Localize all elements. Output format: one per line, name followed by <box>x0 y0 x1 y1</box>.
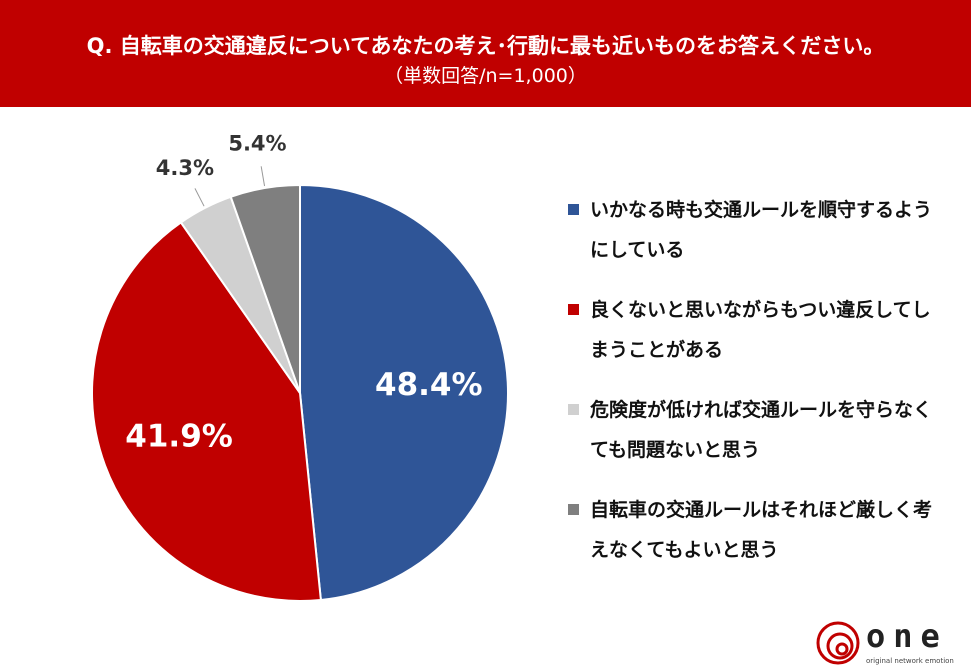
legend-label: 良くないと思いながらもつい違反してしまうことがある <box>590 299 931 361</box>
legend-label: 自転車の交通ルールはそれほど厳しく考えなくてもよいと思う <box>590 499 933 561</box>
header: Q. 自転車の交通違反についてあなたの考え･行動に最も近いものをお答えください。… <box>0 0 971 107</box>
value-label: 5.4% <box>228 132 286 156</box>
logo-tagline: original network emotion <box>866 657 954 665</box>
legend-swatch <box>568 204 579 215</box>
leader-line <box>194 188 205 207</box>
logo-name: one <box>866 617 948 655</box>
legend-swatch <box>568 304 579 315</box>
legend-swatch <box>568 404 579 415</box>
legend-entry: 良くないと思いながらもつい違反してしまうことがある <box>568 290 935 390</box>
pie-slice <box>299 183 509 602</box>
value-label: 48.4% <box>375 367 483 403</box>
pie-slice <box>91 221 322 602</box>
legend-label: 危険度が低ければ交通ルールを守らなくても問題ないと思う <box>590 399 933 461</box>
chart-title: Q. 自転車の交通違反についてあなたの考え･行動に最も近いものをお答えください。 <box>86 34 885 58</box>
legend-entry: 危険度が低ければ交通ルールを守らなくても問題ないと思う <box>568 390 935 490</box>
legend-label: いかなる時も交通ルールを順守するようにしている <box>590 199 933 261</box>
value-label: 4.3% <box>156 156 214 180</box>
legend: いかなる時も交通ルールを順守するようにしている 良くないと思いながらもつい違反して… <box>568 190 948 590</box>
legend-entry: いかなる時も交通ルールを順守するようにしている <box>568 190 935 290</box>
leader-line <box>260 166 266 187</box>
logo-icon <box>816 621 860 665</box>
legend-swatch <box>568 504 579 515</box>
pie-slice <box>229 183 301 394</box>
value-label: 41.9% <box>125 418 233 454</box>
chart-subtitle: （単数回答/n=1,000） <box>384 65 587 87</box>
legend-entry: 自転車の交通ルールはそれほど厳しく考えなくてもよいと思う <box>568 490 935 590</box>
